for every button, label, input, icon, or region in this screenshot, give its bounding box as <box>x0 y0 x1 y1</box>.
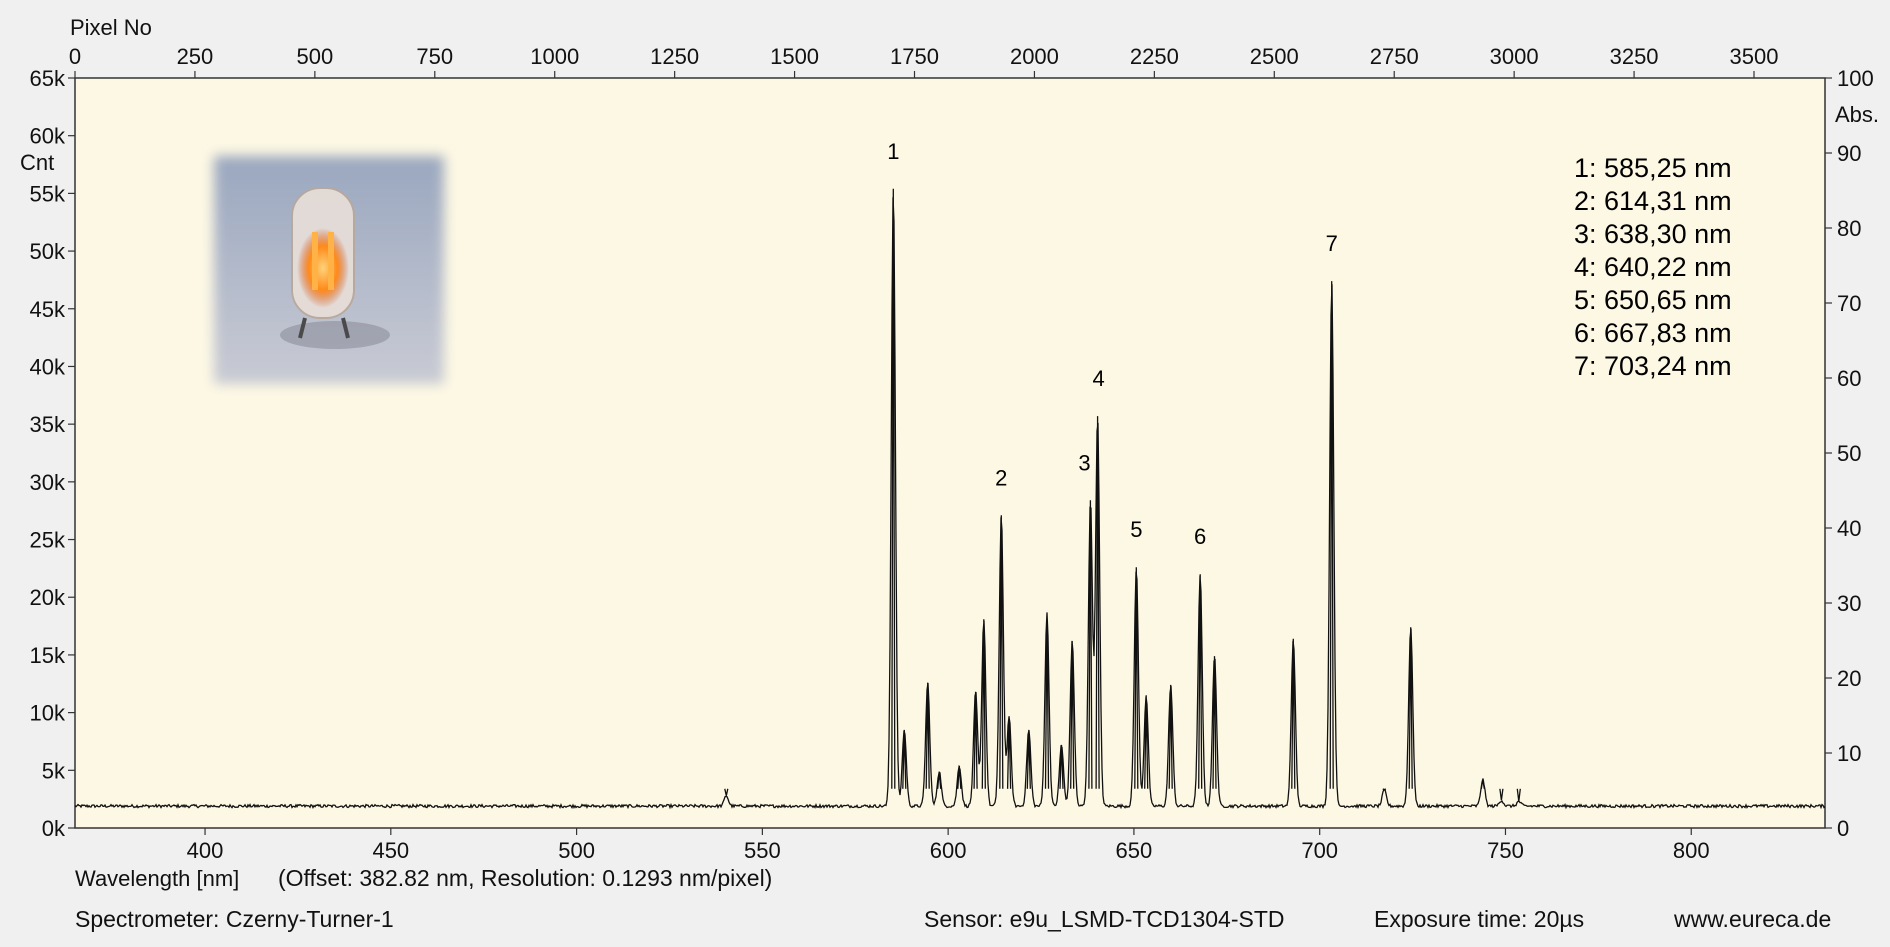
neon-lamp-electrode-icon <box>328 232 334 290</box>
peak-wavelength-entry: 4: 640,22 nm <box>1574 252 1732 282</box>
spectrum-trace <box>74 188 1826 810</box>
x-tick-label: 400 <box>187 838 224 863</box>
sensor-label: Sensor: e9u_LSMD-TCD1304-STD <box>924 906 1284 932</box>
x2-tick-label: 1500 <box>770 44 819 69</box>
x-tick-label: 650 <box>1116 838 1153 863</box>
peak-label: 2 <box>995 465 1007 490</box>
x2-tick-label: 2500 <box>1250 44 1299 69</box>
x2-tick-label: 1750 <box>890 44 939 69</box>
y-tick-label: 40k <box>30 354 66 379</box>
neon-lamp-lead-icon <box>341 317 350 339</box>
x2-tick-label: 0 <box>69 44 81 69</box>
x2-tick-label: 2000 <box>1010 44 1059 69</box>
y-tick-label: 10k <box>30 701 66 726</box>
y2-axis-title: Abs. <box>1835 102 1879 127</box>
neon-lamp-shadow <box>280 321 390 349</box>
x-tick-label: 800 <box>1673 838 1710 863</box>
exposure-time-label: Exposure time: 20µs <box>1374 906 1584 932</box>
neon-lamp-electrode-icon <box>312 232 318 290</box>
peak-label: 7 <box>1326 231 1338 256</box>
y-axis-title: Cnt <box>20 150 54 175</box>
y2-tick-label: 70 <box>1837 291 1861 316</box>
peak-wavelength-entry: 2: 614,31 nm <box>1574 186 1732 216</box>
y-tick-label: 45k <box>30 297 66 322</box>
y2-tick-label: 60 <box>1837 366 1861 391</box>
y2-tick-label: 20 <box>1837 666 1861 691</box>
y-tick-label: 55k <box>30 181 66 206</box>
y2-tick-label: 40 <box>1837 516 1861 541</box>
x-tick-label: 500 <box>558 838 595 863</box>
y-tick-label: 50k <box>30 239 66 264</box>
x-tick-label: 750 <box>1487 838 1524 863</box>
y-tick-label: 35k <box>30 412 66 437</box>
peak-label: 5 <box>1130 517 1142 542</box>
offset-resolution-text: (Offset: 382.82 nm, Resolution: 0.1293 n… <box>278 865 772 891</box>
x2-tick-label: 3250 <box>1610 44 1659 69</box>
y2-tick-label: 80 <box>1837 216 1861 241</box>
y-tick-label: 65k <box>30 66 66 91</box>
x2-tick-label: 3000 <box>1490 44 1539 69</box>
x-tick-label: 600 <box>930 838 967 863</box>
peak-wavelength-entry: 5: 650,65 nm <box>1574 285 1732 315</box>
y-tick-label: 0k <box>42 816 66 841</box>
website-link[interactable]: www.eureca.de <box>1673 906 1831 932</box>
y-tick-label: 20k <box>30 585 66 610</box>
lamp-photo <box>214 156 444 384</box>
x2-tick-label: 250 <box>177 44 214 69</box>
peak-wavelength-entry: 7: 703,24 nm <box>1574 351 1732 381</box>
x2-tick-label: 500 <box>296 44 333 69</box>
x-tick-label: 700 <box>1301 838 1338 863</box>
y2-tick-label: 30 <box>1837 591 1861 616</box>
y-tick-label: 15k <box>30 643 66 668</box>
y2-tick-label: 10 <box>1837 741 1861 766</box>
x2-tick-label: 3500 <box>1730 44 1779 69</box>
x-tick-label: 450 <box>372 838 409 863</box>
spectrometer-label: Spectrometer: Czerny-Turner-1 <box>75 906 394 932</box>
y2-tick-label: 0 <box>1837 816 1849 841</box>
peak-labels: 1 2 3 4 5 6 7 <box>887 139 1338 549</box>
x2-tick-label: 1000 <box>530 44 579 69</box>
x2-tick-label: 2750 <box>1370 44 1419 69</box>
y2-tick-label: 100 <box>1837 66 1874 91</box>
peak-label: 4 <box>1092 366 1104 391</box>
peak-label: 6 <box>1194 524 1206 549</box>
peak-wavelength-entry: 1: 585,25 nm <box>1574 153 1732 183</box>
x-axis-title: Wavelength [nm] <box>75 866 239 891</box>
peak-label: 3 <box>1078 450 1090 475</box>
x2-tick-label: 2250 <box>1130 44 1179 69</box>
x2-axis-title: Pixel No <box>70 15 152 40</box>
x2-tick-label: 1250 <box>650 44 699 69</box>
x2-tick-label: 750 <box>416 44 453 69</box>
y-tick-label: 30k <box>30 470 66 495</box>
y-tick-label: 60k <box>30 124 66 149</box>
neon-lamp-lead-icon <box>298 317 307 339</box>
peak-wavelength-list: 1: 585,25 nm2: 614,31 nm3: 638,30 nm4: 6… <box>1574 153 1732 381</box>
peak-label: 1 <box>887 139 899 164</box>
peak-wavelength-entry: 3: 638,30 nm <box>1574 219 1732 249</box>
y-tick-label: 5k <box>42 758 66 783</box>
y2-tick-label: 50 <box>1837 441 1861 466</box>
peak-wavelength-entry: 6: 667,83 nm <box>1574 318 1732 348</box>
neon-lamp-glow-icon <box>297 228 349 308</box>
x-tick-label: 550 <box>744 838 781 863</box>
y-tick-label: 25k <box>30 528 66 553</box>
y2-tick-label: 90 <box>1837 141 1861 166</box>
